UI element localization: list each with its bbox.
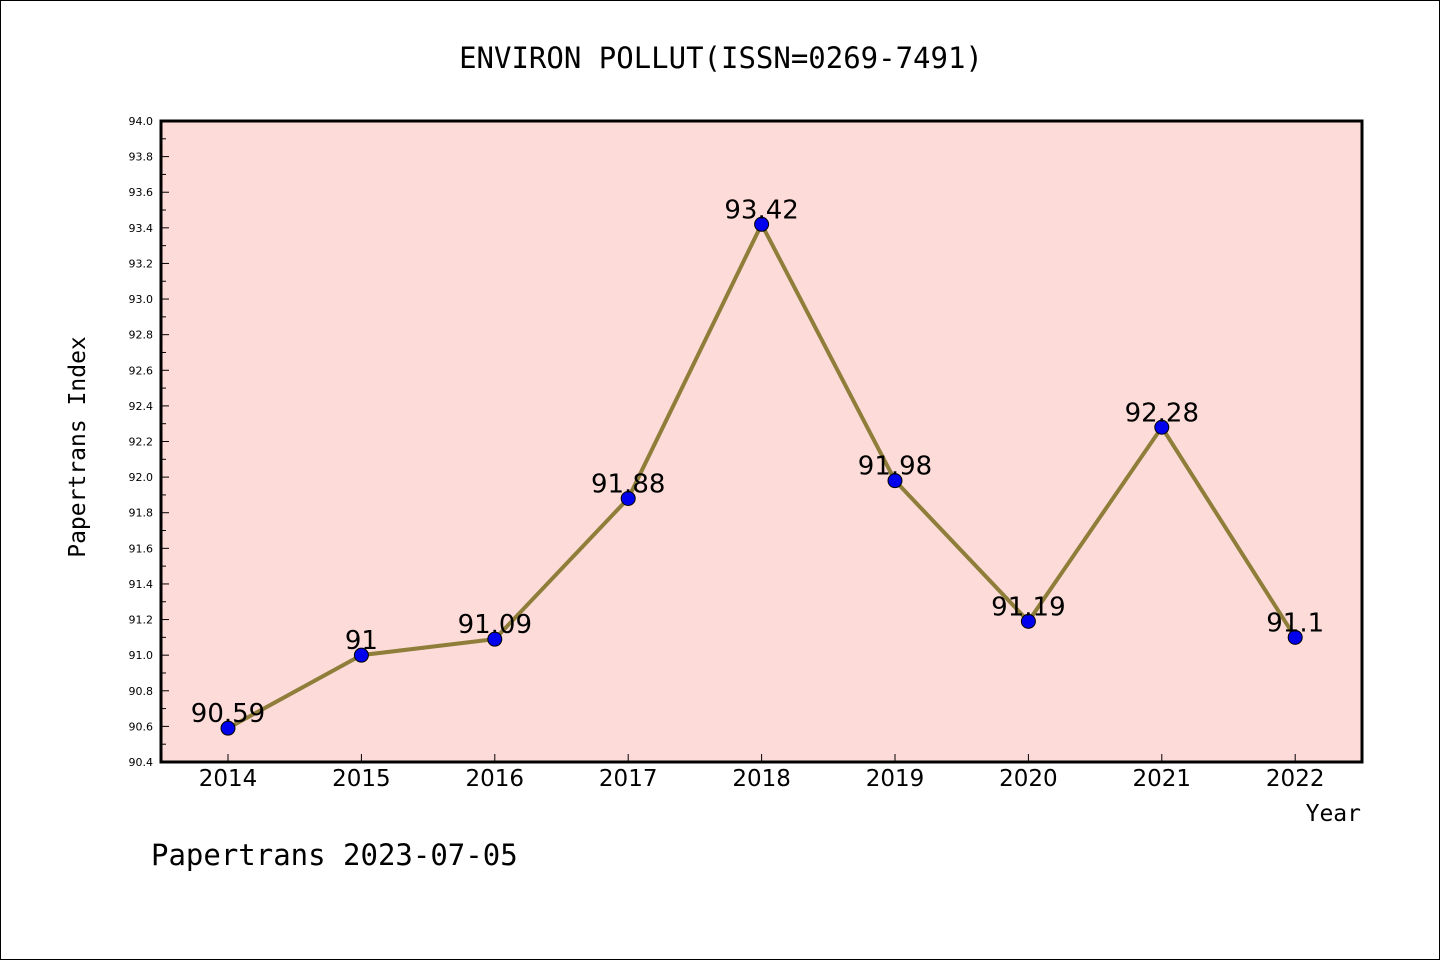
- x-tick-label: 2018: [732, 766, 791, 792]
- data-point: [220, 720, 236, 736]
- x-tick-label: 2016: [466, 766, 525, 792]
- data-point: [353, 647, 369, 663]
- x-tick-label: 2019: [866, 766, 925, 792]
- data-label: 92.28: [1125, 398, 1199, 428]
- data-point: [1154, 419, 1170, 435]
- y-tick-label: 91.8: [129, 507, 154, 520]
- data-point: [487, 631, 503, 647]
- y-tick-label: 92.2: [129, 436, 154, 449]
- data-label: 91.98: [858, 452, 932, 482]
- data-point: [1020, 613, 1036, 629]
- plot-border: [159, 119, 1364, 764]
- data-point: [1287, 629, 1303, 645]
- y-tick-label: 90.6: [129, 720, 154, 733]
- y-tick-label: 93.6: [129, 186, 154, 199]
- x-tick-label: 2021: [1133, 766, 1192, 792]
- data-label: 90.59: [191, 699, 265, 729]
- data-label: 91.1: [1266, 608, 1324, 638]
- y-tick-label: 90.4: [129, 756, 154, 769]
- y-tick-label: 91.6: [129, 542, 154, 555]
- x-tick-label: 2020: [999, 766, 1058, 792]
- y-tick-label: 90.8: [129, 685, 154, 698]
- data-labels: 90.59 91 91.09 91.88 93.42 91.98 91.19 92.28 91.…: [191, 195, 1324, 729]
- data-label: 91.88: [591, 469, 665, 499]
- y-axis-label: Papertrans Index: [65, 336, 91, 558]
- data-point: [620, 490, 636, 506]
- y-tick-label: 93.2: [129, 257, 154, 270]
- data-point: [887, 473, 903, 489]
- data-point: [754, 216, 770, 232]
- y-tick-label: 92.6: [129, 364, 154, 377]
- y-tick-label: 91.0: [129, 649, 154, 662]
- x-axis-label: Year: [1306, 801, 1361, 827]
- footer-text: Papertrans 2023-07-05: [151, 838, 518, 872]
- x-tick-label: 2014: [199, 766, 258, 792]
- y-tick-label: 92.4: [129, 400, 154, 413]
- y-tick-label: 91.2: [129, 614, 154, 627]
- x-axis-ticks: 2014 2015 2016 2017 2018 2019 2020 2021 2022: [199, 754, 1325, 792]
- y-tick-label: 92.0: [129, 471, 154, 484]
- x-tick-label: 2022: [1266, 766, 1325, 792]
- y-axis-ticks: 90.4 90.6 90.8 91.0 91.2 91.4 91.6 91.8 92.0 92.2…: [129, 115, 169, 769]
- data-markers: [220, 216, 1303, 736]
- data-label: 91: [345, 626, 378, 656]
- y-tick-label: 93.8: [129, 151, 154, 164]
- y-tick-label: 92.8: [129, 329, 154, 342]
- y-tick-label: 94.0: [129, 115, 154, 128]
- x-tick-label: 2017: [599, 766, 658, 792]
- data-label: 91.19: [991, 592, 1065, 622]
- chart-title: ENVIRON POLLUT(ISSN=0269-7491): [459, 41, 983, 75]
- y-tick-label: 93.4: [129, 222, 154, 235]
- x-tick-label: 2015: [332, 766, 391, 792]
- y-tick-label: 91.4: [129, 578, 154, 591]
- y-tick-label: 93.0: [129, 293, 154, 306]
- data-label: 93.42: [724, 195, 798, 225]
- data-label: 91.09: [458, 610, 532, 640]
